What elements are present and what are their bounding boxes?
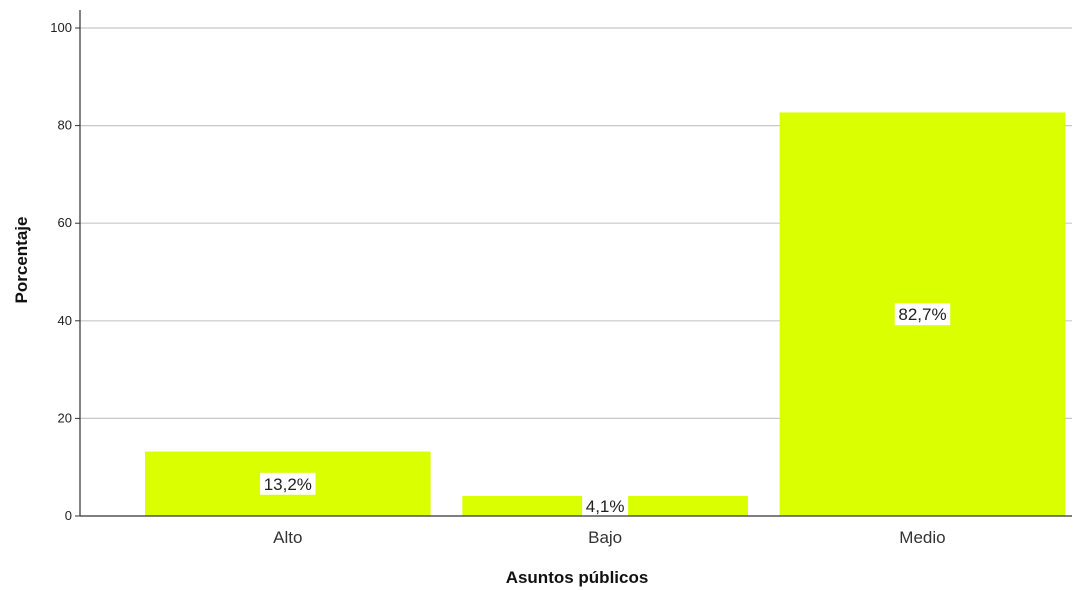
x-tick-label: Alto [273, 528, 302, 547]
y-axis-title: Porcentaje [12, 217, 31, 304]
x-tick-label: Medio [899, 528, 945, 547]
data-label-text: 13,2% [264, 475, 312, 494]
data-label-alto: 13,2% [260, 472, 316, 495]
data-label-text: 4,1% [586, 497, 625, 516]
y-tick-label: 40 [58, 313, 72, 328]
data-label-bajo: 4,1% [582, 494, 629, 517]
x-axis-title: Asuntos públicos [506, 568, 649, 587]
y-tick-label: 20 [58, 410, 72, 425]
axes: 0 20 40 60 80 100 Alto Bajo Medio [50, 10, 1072, 547]
y-tick-label: 0 [65, 508, 72, 523]
data-label-box [582, 494, 629, 517]
y-tick-label: 60 [58, 215, 72, 230]
data-label-box [260, 472, 316, 495]
data-labels: 13,2% 4,1% 82,7% [260, 303, 951, 517]
data-label-medio: 82,7% [894, 303, 951, 326]
data-label-box [894, 303, 951, 326]
x-tick-label: Bajo [588, 528, 622, 547]
data-label-text: 82,7% [898, 305, 946, 324]
y-tick-label: 100 [50, 20, 72, 35]
y-tick-label: 80 [58, 118, 72, 133]
